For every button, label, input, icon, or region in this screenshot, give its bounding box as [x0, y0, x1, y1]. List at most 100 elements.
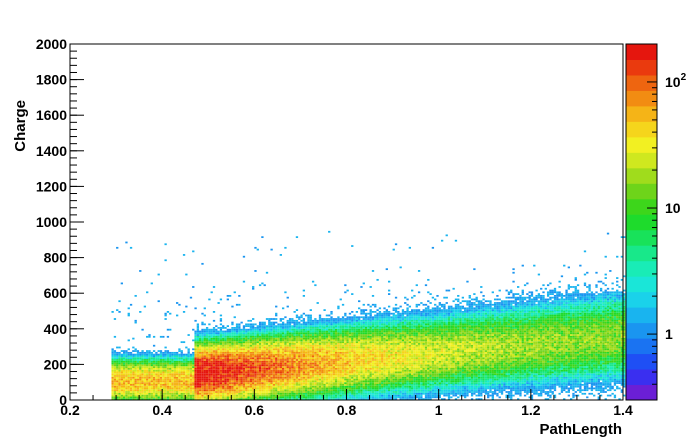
heatmap-cell — [201, 328, 204, 331]
heatmap-cell — [334, 332, 338, 335]
heatmap-cell — [291, 373, 294, 376]
heatmap-cell — [371, 332, 375, 335]
heatmap-cell — [208, 355, 211, 358]
heatmap-cell — [275, 321, 278, 324]
heatmap-cell — [199, 344, 202, 347]
heatmap-cell — [252, 362, 255, 365]
heatmap-cell — [249, 385, 253, 388]
heatmap-cell — [171, 362, 174, 365]
heatmap-cell — [305, 366, 308, 368]
heatmap-cell — [192, 376, 195, 379]
heatmap-cell — [162, 362, 165, 365]
heatmap-cell — [157, 375, 160, 377]
heatmap-cell — [233, 332, 236, 335]
heatmap-cell — [300, 364, 303, 367]
heatmap-cell — [295, 394, 299, 397]
heatmap-cell — [362, 343, 365, 345]
heatmap-cell — [159, 382, 163, 384]
heatmap-cell — [132, 391, 135, 393]
heatmap-cell — [247, 337, 250, 340]
heatmap-cell — [187, 378, 190, 381]
heatmap-cell — [123, 351, 126, 354]
heatmap-cell — [323, 337, 326, 340]
heatmap-cell — [279, 359, 282, 361]
heatmap-cell — [212, 382, 216, 384]
heatmap-cell — [175, 380, 179, 383]
heatmap-cell — [164, 391, 167, 393]
heatmap-cell — [159, 398, 163, 400]
heatmap-cell — [247, 378, 250, 381]
heatmap-cell — [351, 369, 354, 372]
heatmap-cell — [362, 362, 365, 365]
heatmap-cell — [261, 376, 264, 379]
heatmap-cell — [134, 366, 137, 368]
heatmap-cell — [185, 376, 188, 379]
heatmap-cell — [364, 396, 368, 399]
heatmap-cell — [325, 387, 329, 390]
heatmap-cell — [334, 383, 338, 386]
heatmap-cell — [182, 387, 186, 390]
heatmap-cell — [305, 337, 308, 340]
heatmap-cell — [328, 391, 331, 393]
heatmap-cell — [330, 319, 333, 322]
heatmap-cell — [355, 318, 359, 320]
heatmap-cell — [231, 369, 234, 372]
heatmap-cell — [318, 378, 322, 381]
heatmap-cell — [353, 371, 356, 374]
heatmap-cell — [302, 367, 306, 370]
heatmap-cell — [369, 351, 372, 354]
heatmap-cell — [247, 348, 250, 351]
heatmap-cell — [358, 300, 361, 303]
heatmap-cell — [146, 357, 149, 360]
heatmap-cell — [194, 360, 197, 363]
heatmap-cell — [307, 318, 310, 320]
heatmap-cell — [146, 353, 149, 356]
heatmap-cell — [293, 321, 296, 324]
heatmap-cell — [353, 319, 356, 322]
heatmap-cell — [247, 371, 250, 374]
heatmap-cell — [166, 396, 170, 399]
heatmap-cell — [123, 380, 126, 383]
heatmap-cell — [316, 350, 319, 352]
heatmap-cell — [215, 362, 218, 365]
heatmap-cell — [330, 316, 333, 319]
heatmap-cell — [245, 375, 248, 377]
heatmap-cell — [169, 387, 172, 390]
heatmap-cell — [381, 341, 384, 344]
heatmap-cell — [178, 373, 181, 376]
heatmap-cell — [286, 366, 289, 368]
heatmap-cell — [219, 382, 223, 384]
heatmap-cell — [295, 367, 299, 370]
heatmap-cell — [364, 357, 368, 360]
heatmap-cell — [258, 351, 262, 354]
heatmap-cell — [339, 323, 342, 326]
heatmap-cell — [275, 360, 278, 363]
heatmap-cell — [194, 351, 197, 354]
heatmap-cell — [305, 369, 308, 372]
heatmap-cell — [387, 350, 391, 352]
heatmap-cell — [279, 364, 282, 367]
heatmap-cell — [247, 396, 250, 399]
heatmap-cell — [242, 334, 246, 336]
heatmap-cell — [194, 369, 197, 372]
heatmap-cell — [286, 305, 289, 308]
heatmap-cell — [381, 316, 384, 319]
heatmap-cell — [291, 387, 294, 390]
heatmap-cell — [208, 339, 211, 342]
heatmap-cell — [196, 335, 200, 338]
heatmap-cell — [358, 330, 361, 333]
heatmap-cell — [371, 366, 375, 368]
heatmap-cell — [272, 359, 276, 361]
heatmap-cell — [205, 335, 209, 338]
heatmap-cell — [245, 359, 248, 361]
heatmap-cell — [113, 389, 117, 392]
heatmap-cell — [279, 376, 282, 379]
heatmap-cell — [194, 337, 197, 340]
heatmap-cell — [321, 366, 324, 368]
heatmap-cell — [261, 343, 264, 345]
heatmap-cell — [309, 396, 312, 399]
heatmap-cell — [371, 346, 375, 349]
heatmap-cell — [265, 378, 269, 381]
heatmap-cell — [383, 396, 386, 399]
